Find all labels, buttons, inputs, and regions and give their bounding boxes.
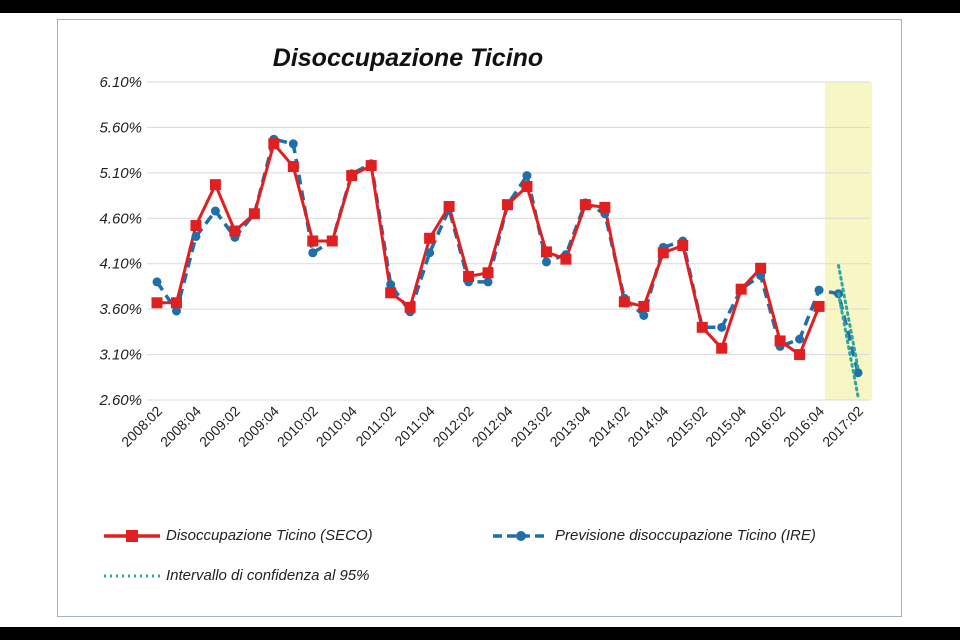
series-seco-point (287, 160, 299, 172)
legend-swatch-seco (104, 530, 160, 542)
series-seco-point (696, 321, 708, 333)
series-ire-point (814, 285, 824, 295)
series-seco-point (657, 247, 669, 259)
series-seco-point (677, 240, 689, 252)
y-tick-label: 4.10% (99, 256, 142, 273)
x-tick-label: 2017:02 (819, 403, 866, 450)
x-tick-label: 2016:02 (741, 403, 788, 450)
legend-label-seco: Disoccupazione Ticino (SECO) (166, 527, 373, 544)
series-ire-point (386, 280, 396, 290)
series-ire-point (795, 334, 805, 344)
series-seco-point (735, 283, 747, 295)
series-seco-point (326, 235, 338, 247)
y-tick-label: 3.60% (99, 301, 142, 318)
y-tick-label: 3.10% (99, 347, 142, 364)
series-ire-point (483, 277, 493, 287)
series-ire-point (152, 277, 162, 287)
series-ire-point (191, 231, 201, 241)
series-ire-point (639, 311, 649, 321)
series-seco-point (579, 199, 591, 211)
y-tick-label: 5.60% (99, 119, 142, 136)
x-tick-label: 2015:04 (702, 403, 749, 450)
series-ire-point (522, 171, 532, 181)
series-seco-point (307, 235, 319, 247)
series-seco-point (502, 199, 513, 211)
series-ire-point (288, 139, 298, 149)
x-tick-label: 2009:02 (196, 403, 243, 450)
legend-label-ci: Intervallo di confidenza al 95% (166, 567, 370, 584)
x-tick-label: 2012:02 (430, 403, 477, 450)
x-tick-label: 2010:02 (274, 403, 321, 450)
series-ci-upper (837, 264, 860, 370)
series-ci-lower (837, 292, 860, 398)
series-seco-point (424, 232, 436, 244)
series-seco-point (755, 262, 767, 274)
x-tick-label: 2013:02 (507, 403, 554, 450)
y-tick-label: 6.10% (99, 74, 142, 91)
chart-title: Disoccupazione Ticino (273, 44, 543, 72)
series-seco-line (157, 140, 821, 357)
x-tick-label: 2015:02 (663, 403, 710, 450)
series-seco-point (521, 180, 533, 192)
x-tick-label: 2014:04 (624, 403, 671, 450)
x-tick-label: 2008:02 (118, 403, 165, 450)
x-tick-label: 2011:02 (352, 403, 399, 450)
legend-swatch-ire (493, 531, 549, 541)
x-tick-label: 2016:04 (780, 403, 827, 450)
series-seco-point (540, 246, 552, 258)
series-seco-point (813, 300, 825, 312)
x-tick-label: 2014:02 (585, 403, 632, 450)
chart-svg: Disoccupazione Ticino 6.10% 5.60% 5.10% 4.6… (98, 44, 872, 450)
series-seco-point (365, 160, 377, 172)
series-ire-point (541, 257, 551, 267)
series-ire-point (717, 322, 727, 332)
series-seco-point (170, 297, 182, 309)
series-seco-point (482, 267, 494, 279)
series-seco-point (190, 220, 202, 232)
series-seco-point (268, 138, 280, 150)
series-seco-point (346, 170, 358, 182)
series-seco-point (443, 200, 455, 212)
series-seco-point (385, 287, 397, 299)
legend-swatch-ci (104, 574, 160, 578)
y-tick-label: 2.60% (98, 392, 142, 409)
series-seco-point (151, 297, 163, 309)
series-seco-point (716, 342, 728, 354)
screenshot-frame: Disoccupazione Ticino 6.10% 5.60% 5.10% 4.6… (0, 13, 960, 627)
x-tick-label: 2009:04 (235, 403, 282, 450)
series-seco-point (560, 253, 572, 265)
series-seco-point (404, 301, 416, 313)
x-tick-label: 2010:04 (313, 403, 360, 450)
x-tick-label: 2013:04 (546, 403, 593, 450)
chart-panel: Disoccupazione Ticino 6.10% 5.60% 5.10% 4.6… (57, 19, 902, 617)
series-ire-point (308, 248, 318, 258)
series-ire-point (210, 206, 220, 216)
series-seco-point (774, 335, 786, 347)
series-ire-line (155, 137, 860, 374)
series-seco-point (209, 179, 221, 191)
y-tick-label: 4.60% (99, 210, 142, 227)
x-tick-label: 2012:04 (469, 403, 516, 450)
series-seco-point (638, 300, 650, 312)
series-ire-point (853, 368, 863, 378)
series-seco-point (463, 270, 475, 282)
series-seco-point (794, 349, 806, 361)
series-ire-point (425, 248, 435, 258)
x-tick-label: 2011:04 (391, 403, 438, 450)
series-seco-point (248, 208, 260, 220)
y-tick-label: 5.10% (99, 165, 142, 182)
series-ire-point (171, 306, 181, 316)
series-seco-point (229, 225, 241, 237)
series-seco-point (599, 201, 611, 213)
legend-label-ire: Previsione disoccupazione Ticino (IRE) (555, 527, 816, 544)
series-seco-point (618, 296, 630, 308)
x-tick-label: 2008:04 (157, 403, 204, 450)
